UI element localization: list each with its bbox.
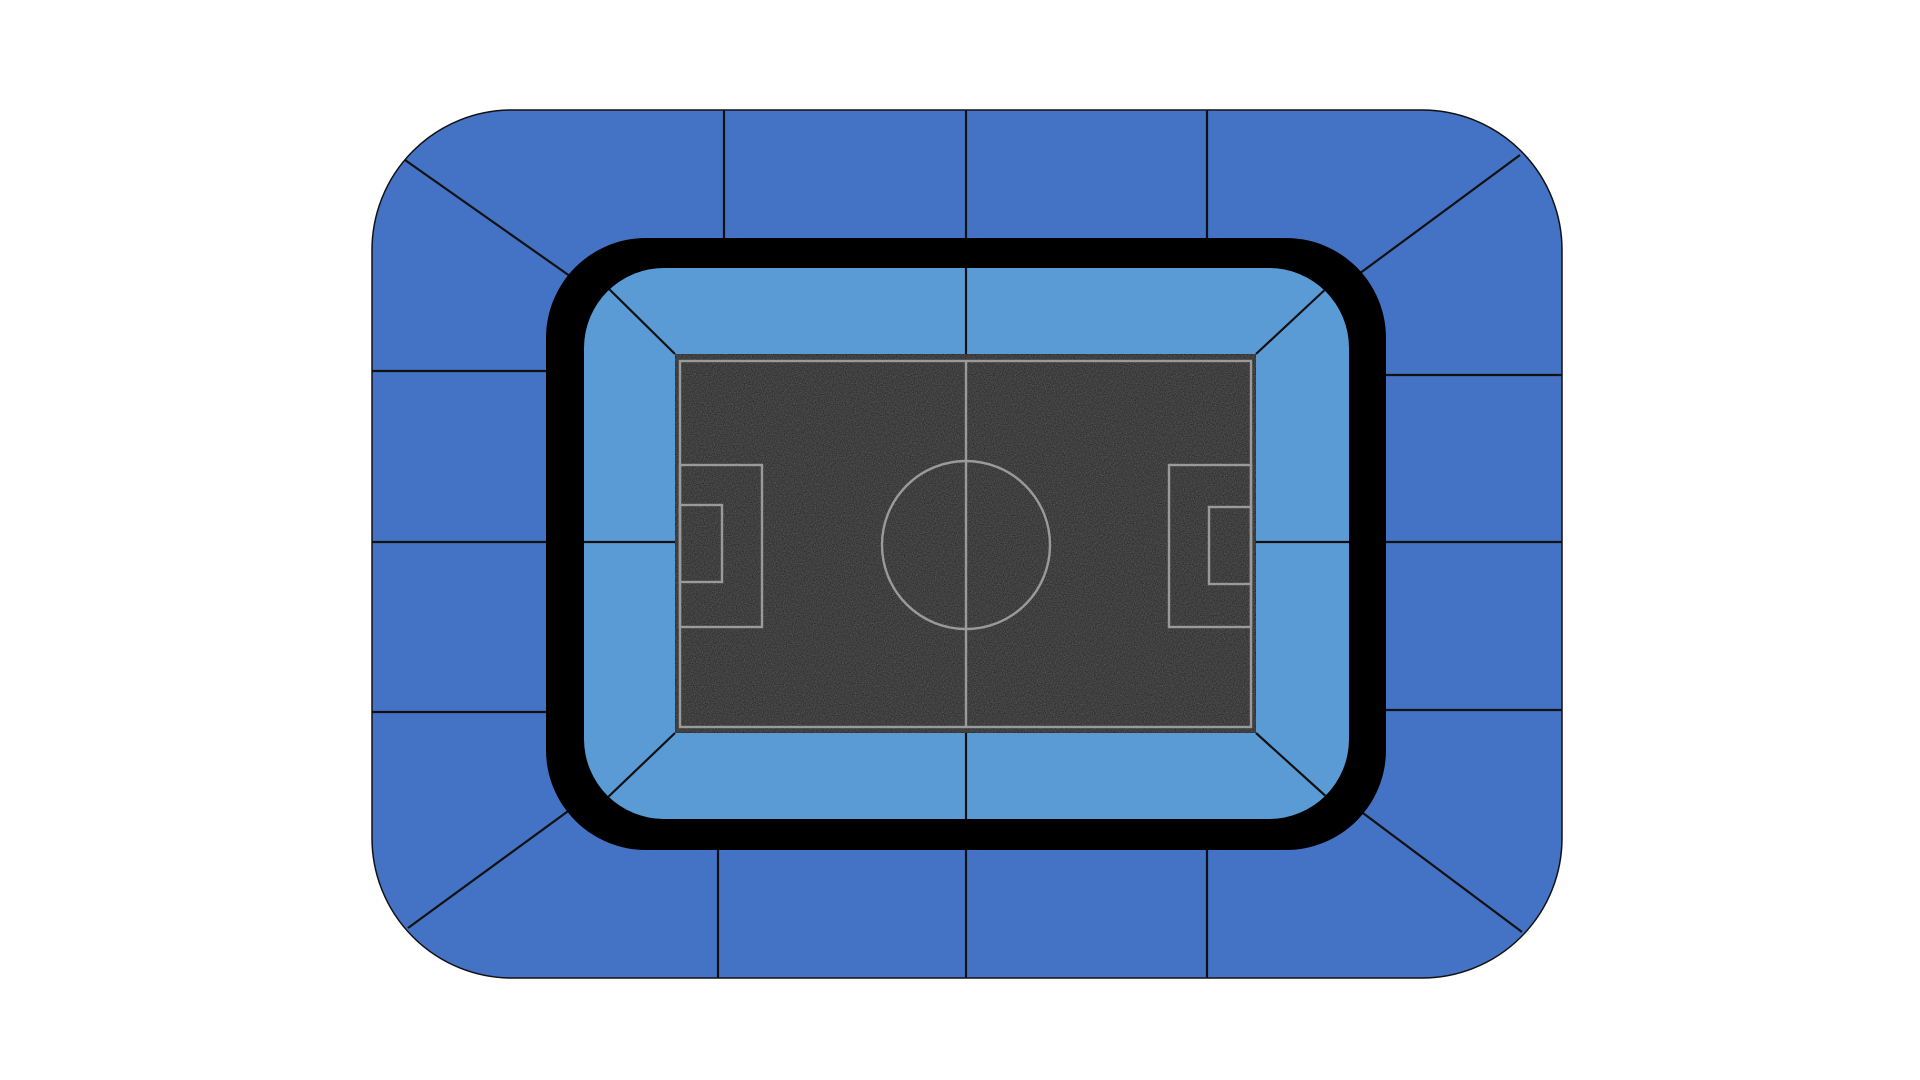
center-circle	[880, 459, 1052, 631]
divider-inner-corner-sw	[604, 732, 676, 801]
right-goal-box	[1207, 505, 1253, 586]
pitch	[674, 353, 1257, 734]
left-goal-box	[678, 503, 724, 584]
divider-inner-corner-se	[1255, 732, 1331, 801]
divider-inner-corner-ne	[1255, 284, 1331, 355]
inner-tier-dividers	[584, 268, 1349, 819]
outer-tier-dividers	[372, 110, 1562, 978]
divider-inner-corner-nw	[604, 284, 676, 355]
